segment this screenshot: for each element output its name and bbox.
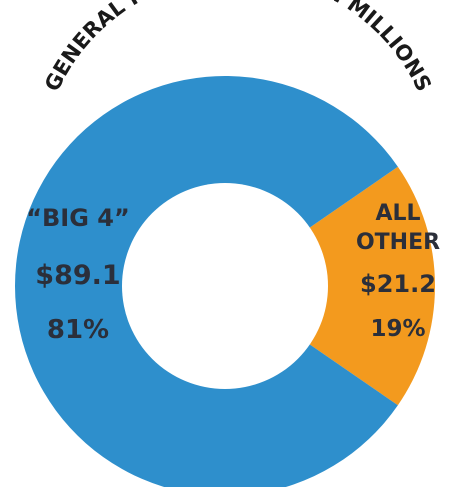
allother-value: $21.2 — [360, 270, 436, 298]
allother-percent: 19% — [370, 316, 425, 342]
big4-percent: 81% — [47, 315, 109, 345]
slice-all-other — [225, 166, 436, 406]
donut-hole — [122, 183, 328, 389]
big4-value: $89.1 — [35, 260, 120, 291]
allother-label-line2: OTHER — [356, 230, 440, 255]
allother-label-line1: ALL — [375, 201, 420, 226]
big4-label: “BIG 4” — [26, 204, 130, 232]
